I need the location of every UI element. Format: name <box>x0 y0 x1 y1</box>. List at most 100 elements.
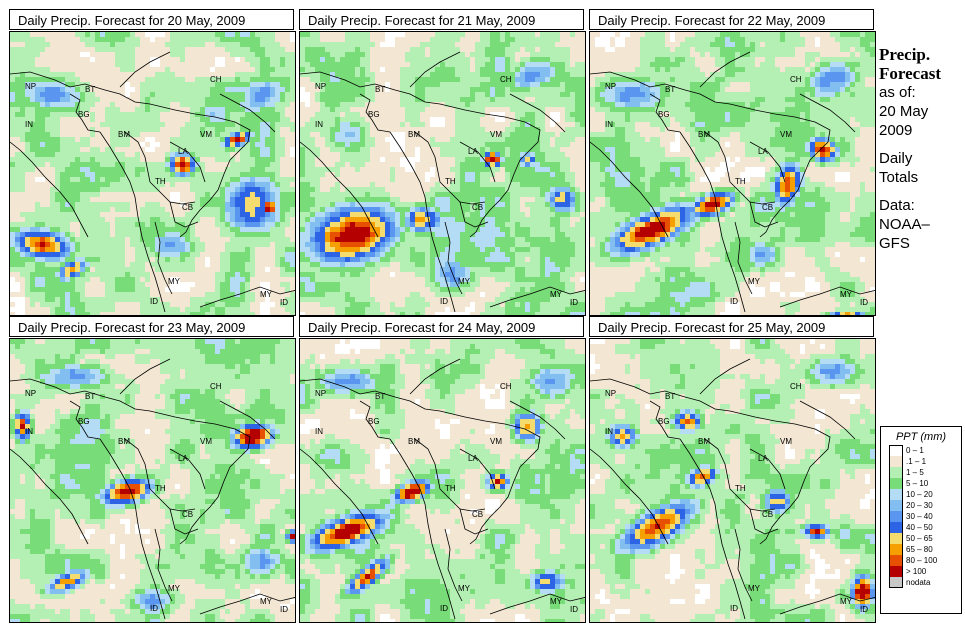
country-label: TH <box>155 484 166 493</box>
country-label: IN <box>315 120 323 129</box>
forecast-panel-24-may: Daily Precip. Forecast for 24 May, 2009 … <box>299 316 586 623</box>
country-label: LA <box>758 147 768 156</box>
country-label: MY <box>748 277 761 286</box>
precip-raster <box>300 32 585 315</box>
legend-swatch <box>889 467 903 478</box>
country-label: NP <box>25 82 36 91</box>
legend-item: 5 – 10 <box>889 478 961 489</box>
country-label: TH <box>445 484 456 493</box>
country-label: MY <box>550 597 563 606</box>
country-label: LA <box>468 454 478 463</box>
legend-item: 65 – 80 <box>889 544 961 555</box>
country-label: BG <box>658 110 670 119</box>
legend-swatch <box>889 555 903 566</box>
precip-raster <box>590 32 875 315</box>
legend-label: 5 – 10 <box>906 479 929 488</box>
country-label: LA <box>468 147 478 156</box>
country-label: ID <box>860 298 868 307</box>
country-label: BM <box>118 437 130 446</box>
country-label: MY <box>748 584 761 593</box>
legend-swatch <box>889 522 903 533</box>
country-label: ID <box>280 298 288 307</box>
legend-label: nodata <box>906 578 931 587</box>
totals-label: Totals <box>879 169 919 186</box>
country-label: BT <box>85 85 95 94</box>
precip-raster <box>300 339 585 622</box>
country-label: MY <box>458 584 471 593</box>
panel-title: Daily Precip. Forecast for 25 May, 2009 <box>589 316 874 337</box>
country-label: CB <box>472 510 483 519</box>
country-label: ID <box>860 605 868 614</box>
legend-swatch <box>889 544 903 555</box>
as-of-date: 20 May <box>879 103 929 120</box>
panel-title: Daily Precip. Forecast for 24 May, 2009 <box>299 316 584 337</box>
country-borders <box>10 51 295 313</box>
legend-item: 20 – 30 <box>889 500 961 511</box>
precip-raster <box>10 32 295 315</box>
country-label: BT <box>85 392 95 401</box>
country-label: BG <box>78 110 90 119</box>
country-label: BT <box>375 392 385 401</box>
forecast-panel-25-may: Daily Precip. Forecast for 25 May, 2009 … <box>589 316 876 623</box>
country-label: MY <box>840 597 853 606</box>
legend-item: nodata <box>889 577 961 588</box>
country-borders <box>300 51 585 313</box>
precip-raster <box>590 339 875 622</box>
country-label: MY <box>840 290 853 299</box>
country-label: IN <box>25 427 33 436</box>
country-label: MY <box>260 290 273 299</box>
country-label: MY <box>168 277 181 286</box>
legend-label: 50 – 65 <box>906 534 933 543</box>
precip-legend: PPT (mm) 0 – 1 .1 – 1 1 – 5 5 – 10 10 – 20 20… <box>880 426 962 614</box>
country-label: VM <box>490 437 502 446</box>
legend-swatch <box>889 533 903 544</box>
country-label: IN <box>25 120 33 129</box>
country-label: BG <box>78 417 90 426</box>
country-label: ID <box>730 297 738 306</box>
country-label: MY <box>260 597 273 606</box>
country-label: NP <box>605 82 616 91</box>
country-label: CH <box>210 75 222 84</box>
country-label: VM <box>200 437 212 446</box>
country-label: BT <box>375 85 385 94</box>
country-label: IN <box>605 120 613 129</box>
country-borders <box>10 358 295 620</box>
legend-swatch <box>889 566 903 577</box>
legend-label: 30 – 40 <box>906 512 933 521</box>
country-label: VM <box>490 130 502 139</box>
panel-title: Daily Precip. Forecast for 23 May, 2009 <box>9 316 294 337</box>
country-label: ID <box>150 297 158 306</box>
country-label: VM <box>200 130 212 139</box>
country-label: CB <box>472 203 483 212</box>
as-of-year: 2009 <box>879 122 913 139</box>
legend-swatch <box>889 511 903 522</box>
precip-map: NP BT IN BG BM CH VM LA TH CB MY ID MY ID <box>299 31 586 316</box>
country-label: ID <box>280 605 288 614</box>
country-label: LA <box>758 454 768 463</box>
legend-label: 20 – 30 <box>906 501 933 510</box>
country-label: CB <box>762 510 773 519</box>
country-label: TH <box>155 177 166 186</box>
precip-map: NP BT IN BG BM CH VM LA TH CB MY ID MY ID <box>589 31 876 316</box>
legend-swatch <box>889 500 903 511</box>
legend-swatch <box>889 577 903 588</box>
country-label: BM <box>698 437 710 446</box>
country-label: CH <box>500 75 512 84</box>
panel-title: Daily Precip. Forecast for 22 May, 2009 <box>589 9 874 30</box>
legend-item: 0 – 1 <box>889 445 961 456</box>
forecast-info: Precip. Forecast as of: 20 May 2009 Dail… <box>879 45 963 253</box>
country-label: LA <box>178 454 188 463</box>
country-label: NP <box>315 82 326 91</box>
country-label: TH <box>735 177 746 186</box>
country-label: ID <box>150 604 158 613</box>
legend-label: 1 – 5 <box>906 468 924 477</box>
as-of-label: as of: <box>879 84 916 101</box>
country-label: NP <box>25 389 36 398</box>
country-label: CB <box>182 510 193 519</box>
country-label: MY <box>458 277 471 286</box>
country-label: TH <box>445 177 456 186</box>
country-label: TH <box>735 484 746 493</box>
country-label: CH <box>210 382 222 391</box>
country-borders <box>590 51 875 313</box>
legend-item: 30 – 40 <box>889 511 961 522</box>
